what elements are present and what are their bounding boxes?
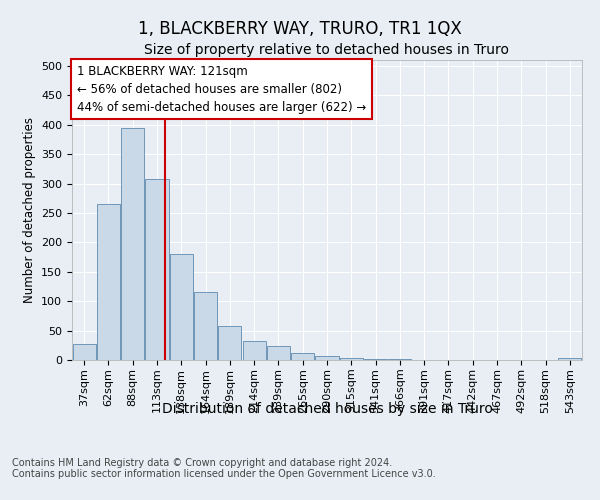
Bar [242,341,266,360]
Bar [291,353,314,360]
Bar [145,179,169,360]
Bar [316,356,338,360]
Text: Contains HM Land Registry data © Crown copyright and database right 2024.
Contai: Contains HM Land Registry data © Crown c… [12,458,436,479]
Bar [194,292,217,360]
Bar [218,326,241,360]
Text: 1 BLACKBERRY WAY: 121sqm
← 56% of detached houses are smaller (802)
44% of semi-: 1 BLACKBERRY WAY: 121sqm ← 56% of detach… [77,64,367,114]
Bar [121,128,144,360]
Title: Size of property relative to detached houses in Truro: Size of property relative to detached ho… [145,44,509,58]
Bar [97,204,120,360]
Bar [73,344,95,360]
Y-axis label: Number of detached properties: Number of detached properties [23,117,35,303]
Bar [340,358,363,360]
Text: Distribution of detached houses by size in Truro: Distribution of detached houses by size … [161,402,493,416]
Text: 1, BLACKBERRY WAY, TRURO, TR1 1QX: 1, BLACKBERRY WAY, TRURO, TR1 1QX [138,20,462,38]
Bar [267,346,290,360]
Bar [170,254,193,360]
Bar [559,358,581,360]
